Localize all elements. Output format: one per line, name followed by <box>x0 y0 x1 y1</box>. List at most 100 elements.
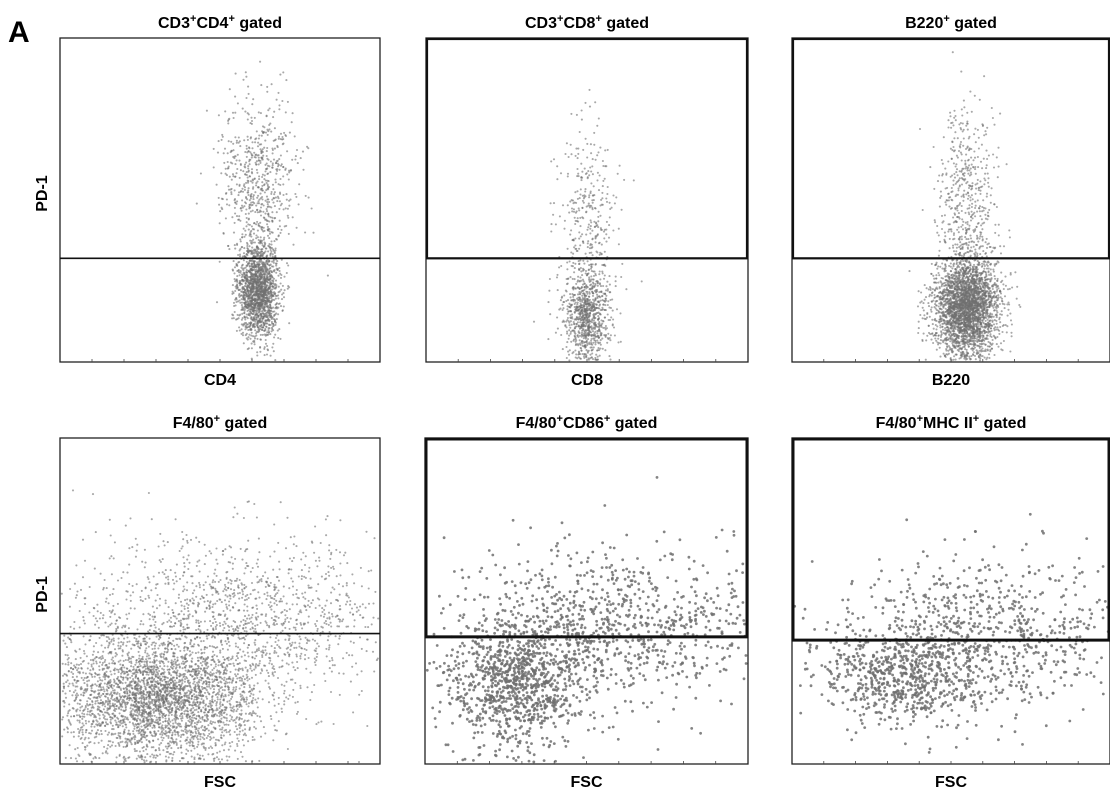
scatter-point <box>253 241 256 244</box>
scatter-point <box>252 194 255 197</box>
scatter-point <box>573 278 576 281</box>
scatter-point <box>245 225 248 228</box>
scatter-point <box>275 303 278 306</box>
scatter-point <box>256 321 259 324</box>
scatter-point <box>609 334 612 337</box>
scatter-point <box>270 320 273 323</box>
scatter-point <box>575 247 578 250</box>
scatter-point <box>588 206 591 209</box>
scatter-point <box>570 323 573 326</box>
scatter-point <box>258 324 262 327</box>
scatter-point <box>229 188 232 191</box>
scatter-point <box>599 347 602 350</box>
scatter-point <box>590 307 593 310</box>
scatter-point <box>598 282 601 285</box>
scatter-point <box>279 231 282 234</box>
scatter-point <box>252 302 255 305</box>
scatter-point <box>246 306 250 309</box>
scatter-point <box>594 282 597 286</box>
scatter-point <box>259 252 262 255</box>
scatter-point <box>567 353 571 356</box>
scatter-point <box>613 334 616 337</box>
scatter-point <box>243 308 246 311</box>
scatter-point <box>581 342 584 345</box>
scatter-point <box>261 184 264 187</box>
scatter-point <box>256 180 259 183</box>
scatter-point <box>268 306 271 309</box>
scatter-point <box>580 349 583 352</box>
scatter-point <box>572 210 576 213</box>
scatter-point <box>236 280 239 283</box>
scatter-point <box>267 329 270 332</box>
scatter-point <box>599 343 602 346</box>
scatter-point <box>268 330 271 334</box>
scatter-point <box>600 319 603 322</box>
scatter-point <box>249 269 252 272</box>
scatter-point <box>239 270 242 273</box>
scatter-point <box>251 278 254 281</box>
scatter-point <box>577 260 580 263</box>
scatter-point <box>273 269 276 272</box>
scatter-point <box>581 294 584 297</box>
scatter-point <box>242 259 245 262</box>
scatter-point <box>603 237 606 240</box>
scatter-point <box>267 250 270 253</box>
scatter-point <box>603 334 606 337</box>
scatter-point <box>599 339 602 342</box>
scatter-point <box>945 259 949 262</box>
scatter-points <box>195 60 329 362</box>
scatter-point <box>264 342 268 345</box>
scatter-point <box>237 261 240 264</box>
scatter-point <box>234 72 237 75</box>
scatter-point <box>232 301 236 304</box>
scatter-point <box>564 324 567 327</box>
scatter-point <box>227 140 230 143</box>
scatter-point <box>224 217 227 220</box>
scatter-point <box>242 306 245 309</box>
scatter-point <box>251 201 255 204</box>
scatter-point <box>588 308 591 311</box>
scatter-point <box>599 299 602 302</box>
scatter-point <box>594 297 597 300</box>
scatter-point <box>253 309 257 312</box>
scatter-point <box>577 344 580 347</box>
title-superscript: + <box>595 13 601 25</box>
scatter-point <box>240 189 243 193</box>
scatter-point <box>245 313 248 316</box>
scatter-point <box>592 346 595 349</box>
scatter-point <box>235 298 238 301</box>
scatter-point <box>266 284 269 287</box>
scatter-point <box>281 99 284 103</box>
scatter-point <box>1000 271 1003 274</box>
scatter-point <box>577 312 580 315</box>
scatter-point <box>559 299 562 302</box>
scatter-point <box>975 352 978 355</box>
scatter-point <box>254 275 257 278</box>
scatter-point <box>247 347 250 350</box>
scatter-point <box>265 154 268 158</box>
scatter-point <box>597 226 600 229</box>
scatter-point <box>264 131 268 134</box>
scatter-point <box>245 173 248 177</box>
scatter-point <box>596 280 599 283</box>
scatter-point <box>282 71 285 74</box>
scatter-point <box>230 149 233 152</box>
scatter-point <box>272 261 275 264</box>
scatter-point <box>247 189 250 192</box>
scatter-point <box>249 197 252 200</box>
scatter-point <box>254 250 257 253</box>
scatter-point <box>939 326 942 329</box>
scatter-point <box>266 271 269 274</box>
scatter-point <box>255 332 258 335</box>
scatter-point <box>271 219 274 222</box>
scatter-point <box>1002 245 1006 248</box>
scatter-point <box>277 302 280 305</box>
scatter-point <box>264 167 268 171</box>
scatter-point <box>234 304 237 307</box>
scatter-point <box>220 172 223 175</box>
scatter-point <box>235 215 239 218</box>
